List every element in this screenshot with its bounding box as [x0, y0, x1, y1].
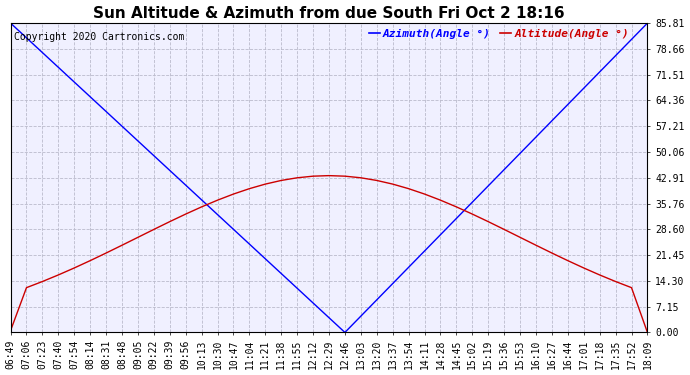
Title: Sun Altitude & Azimuth from due South Fri Oct 2 18:16: Sun Altitude & Azimuth from due South Fr… — [93, 6, 565, 21]
Text: Copyright 2020 Cartronics.com: Copyright 2020 Cartronics.com — [14, 32, 184, 42]
Legend: Azimuth(Angle °), Altitude(Angle °): Azimuth(Angle °), Altitude(Angle °) — [368, 28, 629, 39]
